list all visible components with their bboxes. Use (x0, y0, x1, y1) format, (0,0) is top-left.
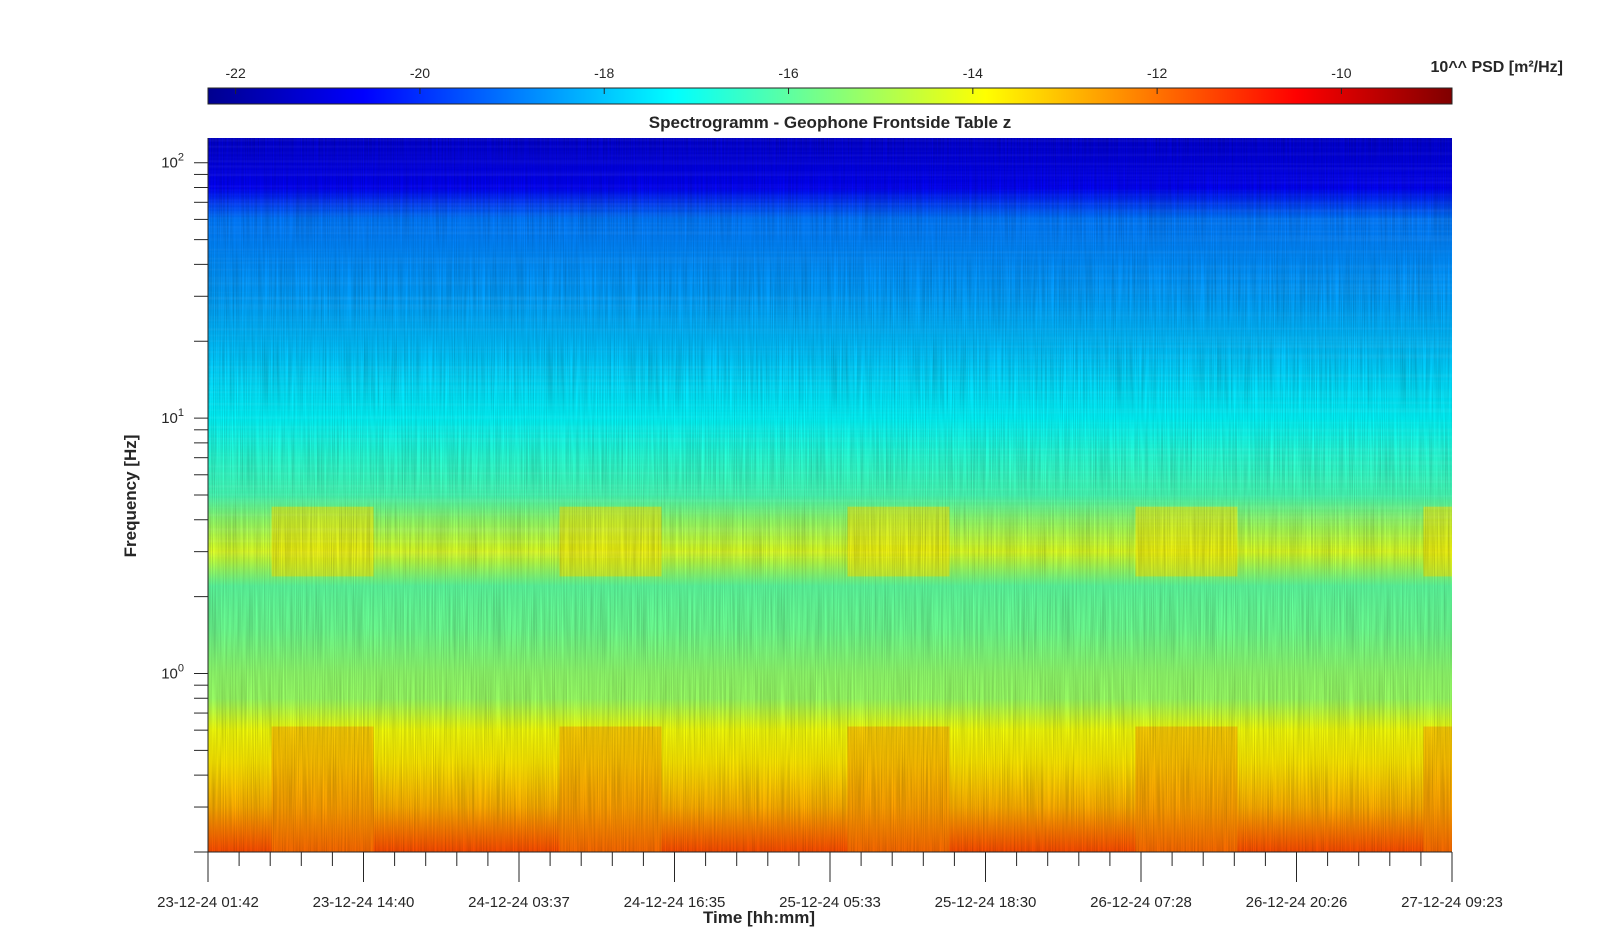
y-tick-label: 102 (161, 152, 184, 172)
plot-area: 100 101 102 23-12-24 01:42 23-12-24 14:40 24… (157, 138, 1503, 911)
spectrogram-hlines (208, 138, 1452, 558)
x-axis: 23-12-24 01:42 23-12-24 14:40 24-12-24 03:… (157, 851, 1503, 911)
colorbar-tick-label: -14 (963, 65, 983, 81)
colorbar-tick-label: -10 (1331, 65, 1351, 81)
colorbar-gradient (207, 87, 1453, 105)
colorbar-ticks: -22 -20 -18 -16 -14 -12 -10 (226, 65, 1352, 94)
x-axis-label: Time [hh:mm] (703, 908, 815, 927)
x-tick-label: 23-12-24 01:42 (157, 894, 259, 911)
colorbar-tick-label: -22 (226, 65, 246, 81)
y-tick-label: 101 (161, 407, 184, 427)
y-axis: 100 101 102 (161, 138, 209, 853)
x-tick-label: 24-12-24 16:35 (624, 894, 726, 911)
x-tick-label: 26-12-24 20:26 (1246, 894, 1348, 911)
x-tick-label: 27-12-24 09:23 (1401, 894, 1503, 911)
colorbar-tick-label: -12 (1147, 65, 1167, 81)
x-tick-label: 25-12-24 18:30 (935, 894, 1037, 911)
chart-title: Spectrogramm - Geophone Frontside Table … (649, 113, 1011, 132)
x-tick-label: 25-12-24 05:33 (779, 894, 881, 911)
x-tick-label: 26-12-24 07:28 (1090, 894, 1192, 911)
colorbar-tick-label: -18 (594, 65, 614, 81)
y-tick-label: 100 (161, 663, 184, 683)
colorbar: -22 -20 -18 -16 -14 -12 -10 10^^ PSD [m²/Hz] (207, 59, 1563, 105)
y-axis-label: Frequency [Hz] (121, 435, 140, 558)
colorbar-label: 10^^ PSD [m²/Hz] (1431, 59, 1563, 76)
x-tick-label: 24-12-24 03:37 (468, 894, 570, 911)
x-tick-label: 23-12-24 14:40 (313, 894, 415, 911)
colorbar-tick-label: -20 (410, 65, 430, 81)
colorbar-tick-label: -16 (778, 65, 798, 81)
